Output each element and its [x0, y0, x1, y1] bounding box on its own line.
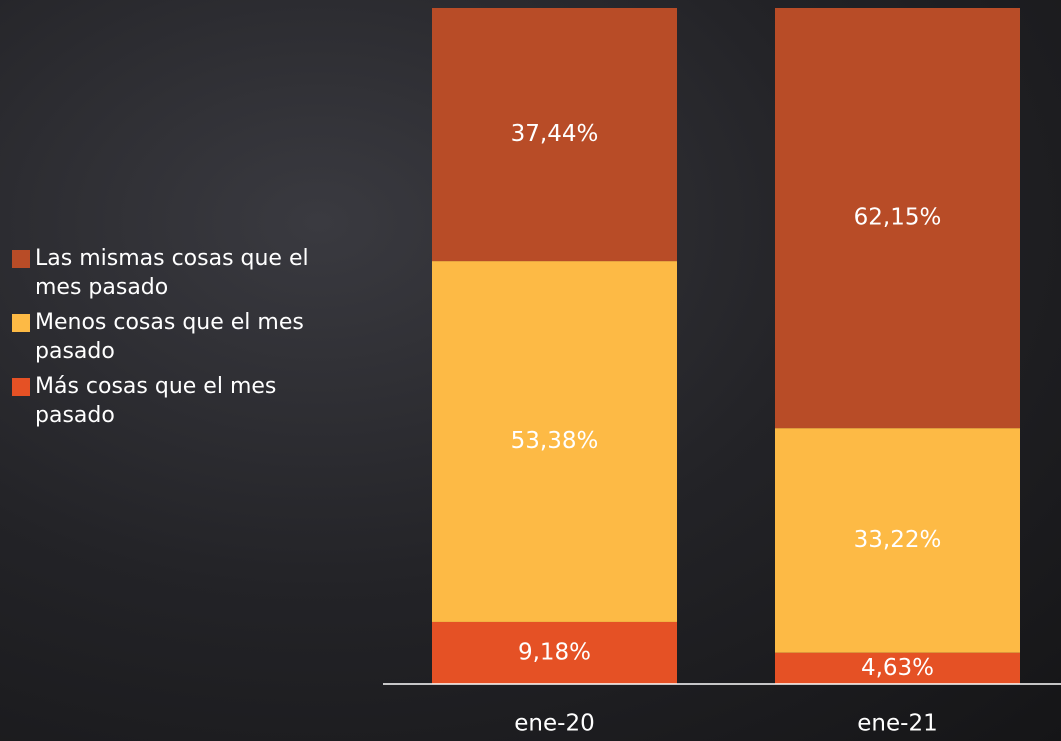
legend-label: Menos cosas que el mes pasado: [35, 310, 304, 364]
legend-item: Menos cosas que el mes pasado: [12, 308, 362, 366]
legend-swatch: [12, 378, 30, 396]
data-label: 53,38%: [511, 428, 599, 454]
legend: Las mismas cosas que el mes pasado Menos …: [12, 244, 362, 436]
legend-item: Las mismas cosas que el mes pasado: [12, 244, 362, 302]
legend-label: Más cosas que el mes pasado: [35, 374, 277, 428]
x-tick-label: ene-21: [857, 711, 937, 737]
bar-segment: [432, 621, 677, 684]
data-label: 62,15%: [854, 205, 942, 231]
legend-swatch: [12, 314, 30, 332]
bar-segment: [775, 652, 1020, 684]
data-label: 33,22%: [854, 527, 942, 553]
bar-segment: [775, 8, 1020, 429]
x-tick-label: ene-20: [514, 711, 594, 737]
bar-segment: [432, 8, 677, 262]
data-label: 37,44%: [511, 121, 599, 147]
bar-segment: [775, 428, 1020, 653]
data-label: 4,63%: [861, 655, 934, 681]
bar-segment: [432, 261, 677, 622]
legend-item: Más cosas que el mes pasado: [12, 372, 362, 430]
legend-label: Las mismas cosas que el mes pasado: [35, 246, 309, 300]
data-label: 9,18%: [518, 639, 591, 665]
legend-swatch: [12, 250, 30, 268]
